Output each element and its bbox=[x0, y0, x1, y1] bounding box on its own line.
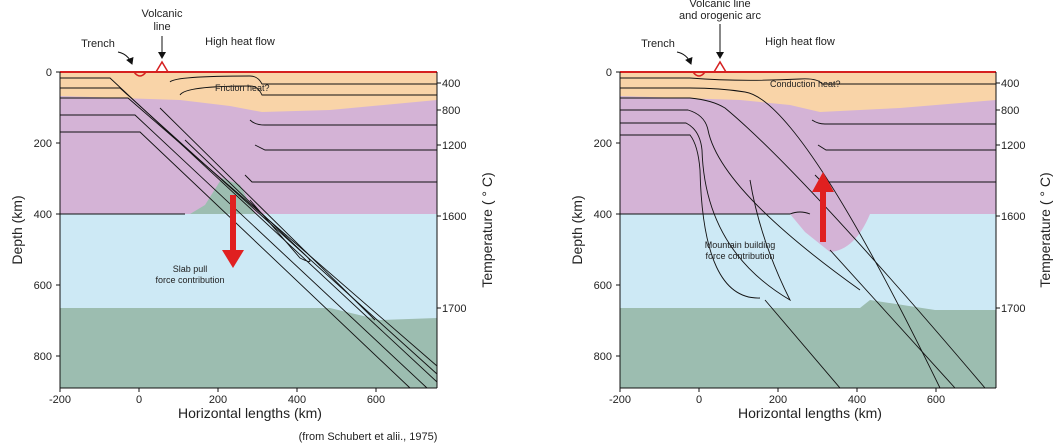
x-tick-label: 200 bbox=[209, 394, 227, 406]
temperature-axis-label: Temperature ( ° C) bbox=[1037, 172, 1053, 287]
temperature-tick-label: 400 bbox=[1001, 78, 1019, 90]
y-tick-label: 400 bbox=[594, 209, 612, 221]
force-note: force contribution bbox=[705, 251, 774, 261]
trench-arrow bbox=[118, 52, 132, 64]
x-tick-label: -200 bbox=[609, 394, 631, 406]
x-tick-label: 0 bbox=[136, 394, 142, 406]
heat-flow-label: High heat flow bbox=[205, 36, 275, 48]
y-tick-label: 600 bbox=[594, 280, 612, 292]
force-note: Mountain building bbox=[705, 240, 776, 250]
panel-slab-pull: Trench Volcanic line High heat flow Fric… bbox=[9, 8, 495, 421]
y-axis-label: Depth (km) bbox=[569, 195, 585, 264]
heat-note: Conduction heat? bbox=[770, 79, 841, 89]
transition-zone bbox=[60, 214, 437, 320]
temperature-tick-label: 1700 bbox=[442, 303, 466, 315]
y-tick-label: 200 bbox=[34, 138, 52, 150]
trench-arrow bbox=[677, 52, 691, 64]
volcanic-label: Volcanic line bbox=[689, 0, 750, 10]
y-tick-label: 0 bbox=[46, 67, 52, 79]
temperature-tick-label: 1200 bbox=[442, 140, 466, 152]
force-note: force contribution bbox=[155, 275, 224, 285]
x-tick-label: 400 bbox=[288, 394, 306, 406]
x-tick-label: 0 bbox=[696, 394, 702, 406]
x-axis-label: Horizontal lengths (km) bbox=[738, 405, 882, 421]
x-tick-label: 200 bbox=[769, 394, 787, 406]
upper-mantle bbox=[60, 96, 437, 214]
y-axis-label: Depth (km) bbox=[9, 195, 25, 264]
temperature-tick-label: 1700 bbox=[1001, 303, 1025, 315]
y-tick-label: 200 bbox=[594, 138, 612, 150]
temperature-axis-label: Temperature ( ° C) bbox=[479, 172, 495, 287]
temperature-tick-label: 1200 bbox=[1001, 140, 1025, 152]
y-tick-label: 0 bbox=[606, 67, 612, 79]
y-tick-label: 800 bbox=[34, 351, 52, 363]
y-tick-label: 400 bbox=[34, 209, 52, 221]
figure: Trench Volcanic line High heat flow Fric… bbox=[0, 0, 1055, 448]
x-tick-label: 600 bbox=[367, 394, 385, 406]
x-tick-label: 400 bbox=[848, 394, 866, 406]
volcano-mark bbox=[156, 62, 168, 72]
y-tick-label: 800 bbox=[594, 351, 612, 363]
x-tick-label: -200 bbox=[49, 394, 71, 406]
temperature-tick-label: 1600 bbox=[442, 211, 466, 223]
y-tick-label: 600 bbox=[34, 280, 52, 292]
temperature-tick-label: 800 bbox=[1001, 105, 1019, 117]
volcanic-label: line bbox=[153, 21, 170, 33]
heat-note: Friction heat? bbox=[215, 83, 270, 93]
volcanic-label: Volcanic bbox=[142, 8, 183, 20]
temperature-tick-label: 1600 bbox=[1001, 211, 1025, 223]
source-note: (from Schubert et alii., 1975) bbox=[299, 431, 438, 443]
temperature-tick-label: 400 bbox=[442, 78, 460, 90]
x-tick-label: 600 bbox=[927, 394, 945, 406]
x-axis-label: Horizontal lengths (km) bbox=[178, 405, 322, 421]
trench-label: Trench bbox=[81, 38, 115, 50]
trench-label: Trench bbox=[641, 38, 675, 50]
panel-mountain-building: Trench Volcanic line and orogenic arc Hi… bbox=[569, 0, 1053, 421]
volcano-mark bbox=[714, 62, 726, 72]
heat-flow-label: High heat flow bbox=[765, 36, 835, 48]
volcanic-label: and orogenic arc bbox=[679, 10, 761, 22]
temperature-tick-label: 800 bbox=[442, 105, 460, 117]
force-note: Slab pull bbox=[173, 264, 208, 274]
